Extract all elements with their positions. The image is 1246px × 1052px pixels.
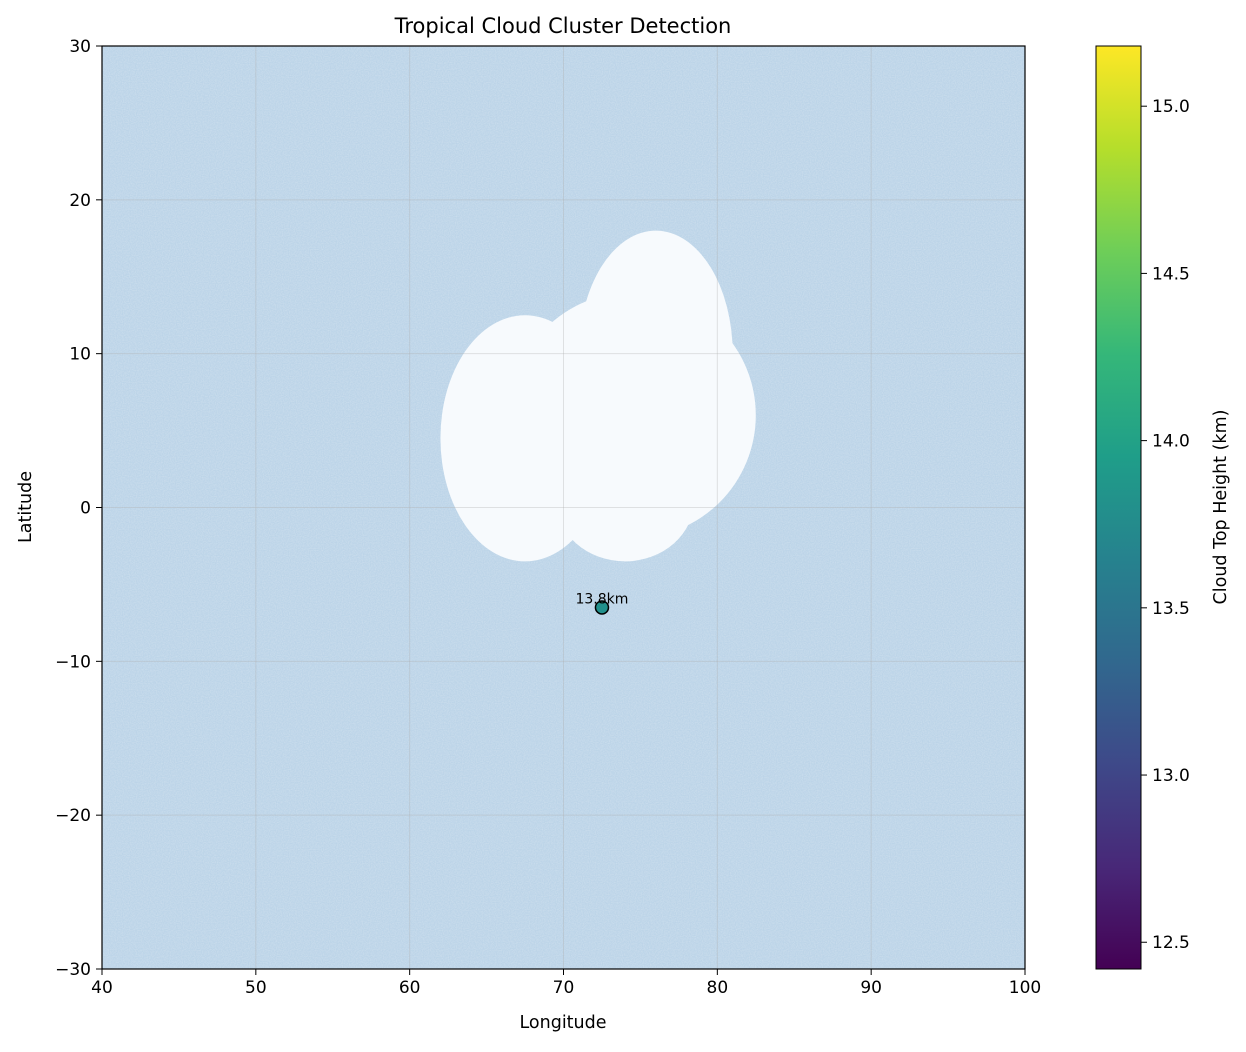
- colorbar-tick-label: 15.0: [1152, 97, 1190, 117]
- chart-title: Tropical Cloud Cluster Detection: [394, 14, 732, 38]
- cluster-point-label: 13.8km: [575, 591, 628, 607]
- y-tick-label: 0: [80, 499, 91, 519]
- colorbar-label: Cloud Top Height (km): [1211, 410, 1231, 605]
- colorbar-tick-label: 13.5: [1152, 599, 1190, 619]
- y-tick-label: −20: [55, 806, 91, 826]
- y-tick-label: −10: [55, 652, 91, 672]
- colorbar-tick-label: 13.0: [1152, 766, 1190, 786]
- x-tick-label: 60: [399, 978, 421, 998]
- colorbar-tick-label: 14.5: [1152, 264, 1190, 284]
- y-axis-ticks: −30 −20 −10 0 10 20 30: [55, 37, 102, 980]
- points-layer: 13.8km: [575, 591, 628, 615]
- x-tick-label: 100: [1009, 978, 1041, 998]
- colorbar-tick-label: 12.5: [1152, 933, 1190, 953]
- grid-lines: [102, 46, 1025, 969]
- plot-area: 13.8km: [102, 46, 1025, 969]
- x-axis-ticks: 40 50 60 70 80 90 100: [91, 969, 1041, 998]
- y-tick-label: 10: [69, 345, 91, 365]
- x-axis-label: Longitude: [519, 1013, 606, 1033]
- x-tick-label: 70: [553, 978, 575, 998]
- colorbar-tick-label: 14.0: [1152, 432, 1190, 452]
- y-axis-label: Latitude: [16, 471, 36, 543]
- cloud-cluster-layer: [440, 230, 756, 562]
- cloud-region: [555, 438, 695, 562]
- colorbar: 12.5 13.0 13.5 14.0 14.5 15.0 Cloud Top Heigh…: [1095, 45, 1231, 970]
- colorbar-ticks: 12.5 13.0 13.5 14.0 14.5 15.0: [1141, 97, 1190, 953]
- colorbar-gradient: [1095, 45, 1142, 970]
- y-tick-label: 20: [69, 191, 91, 211]
- x-tick-label: 50: [245, 978, 267, 998]
- cluster-point: [594, 600, 610, 615]
- y-tick-label: −30: [55, 960, 91, 980]
- x-tick-label: 80: [707, 978, 729, 998]
- y-tick-label: 30: [69, 37, 91, 57]
- x-tick-label: 40: [91, 978, 113, 998]
- x-tick-label: 90: [860, 978, 882, 998]
